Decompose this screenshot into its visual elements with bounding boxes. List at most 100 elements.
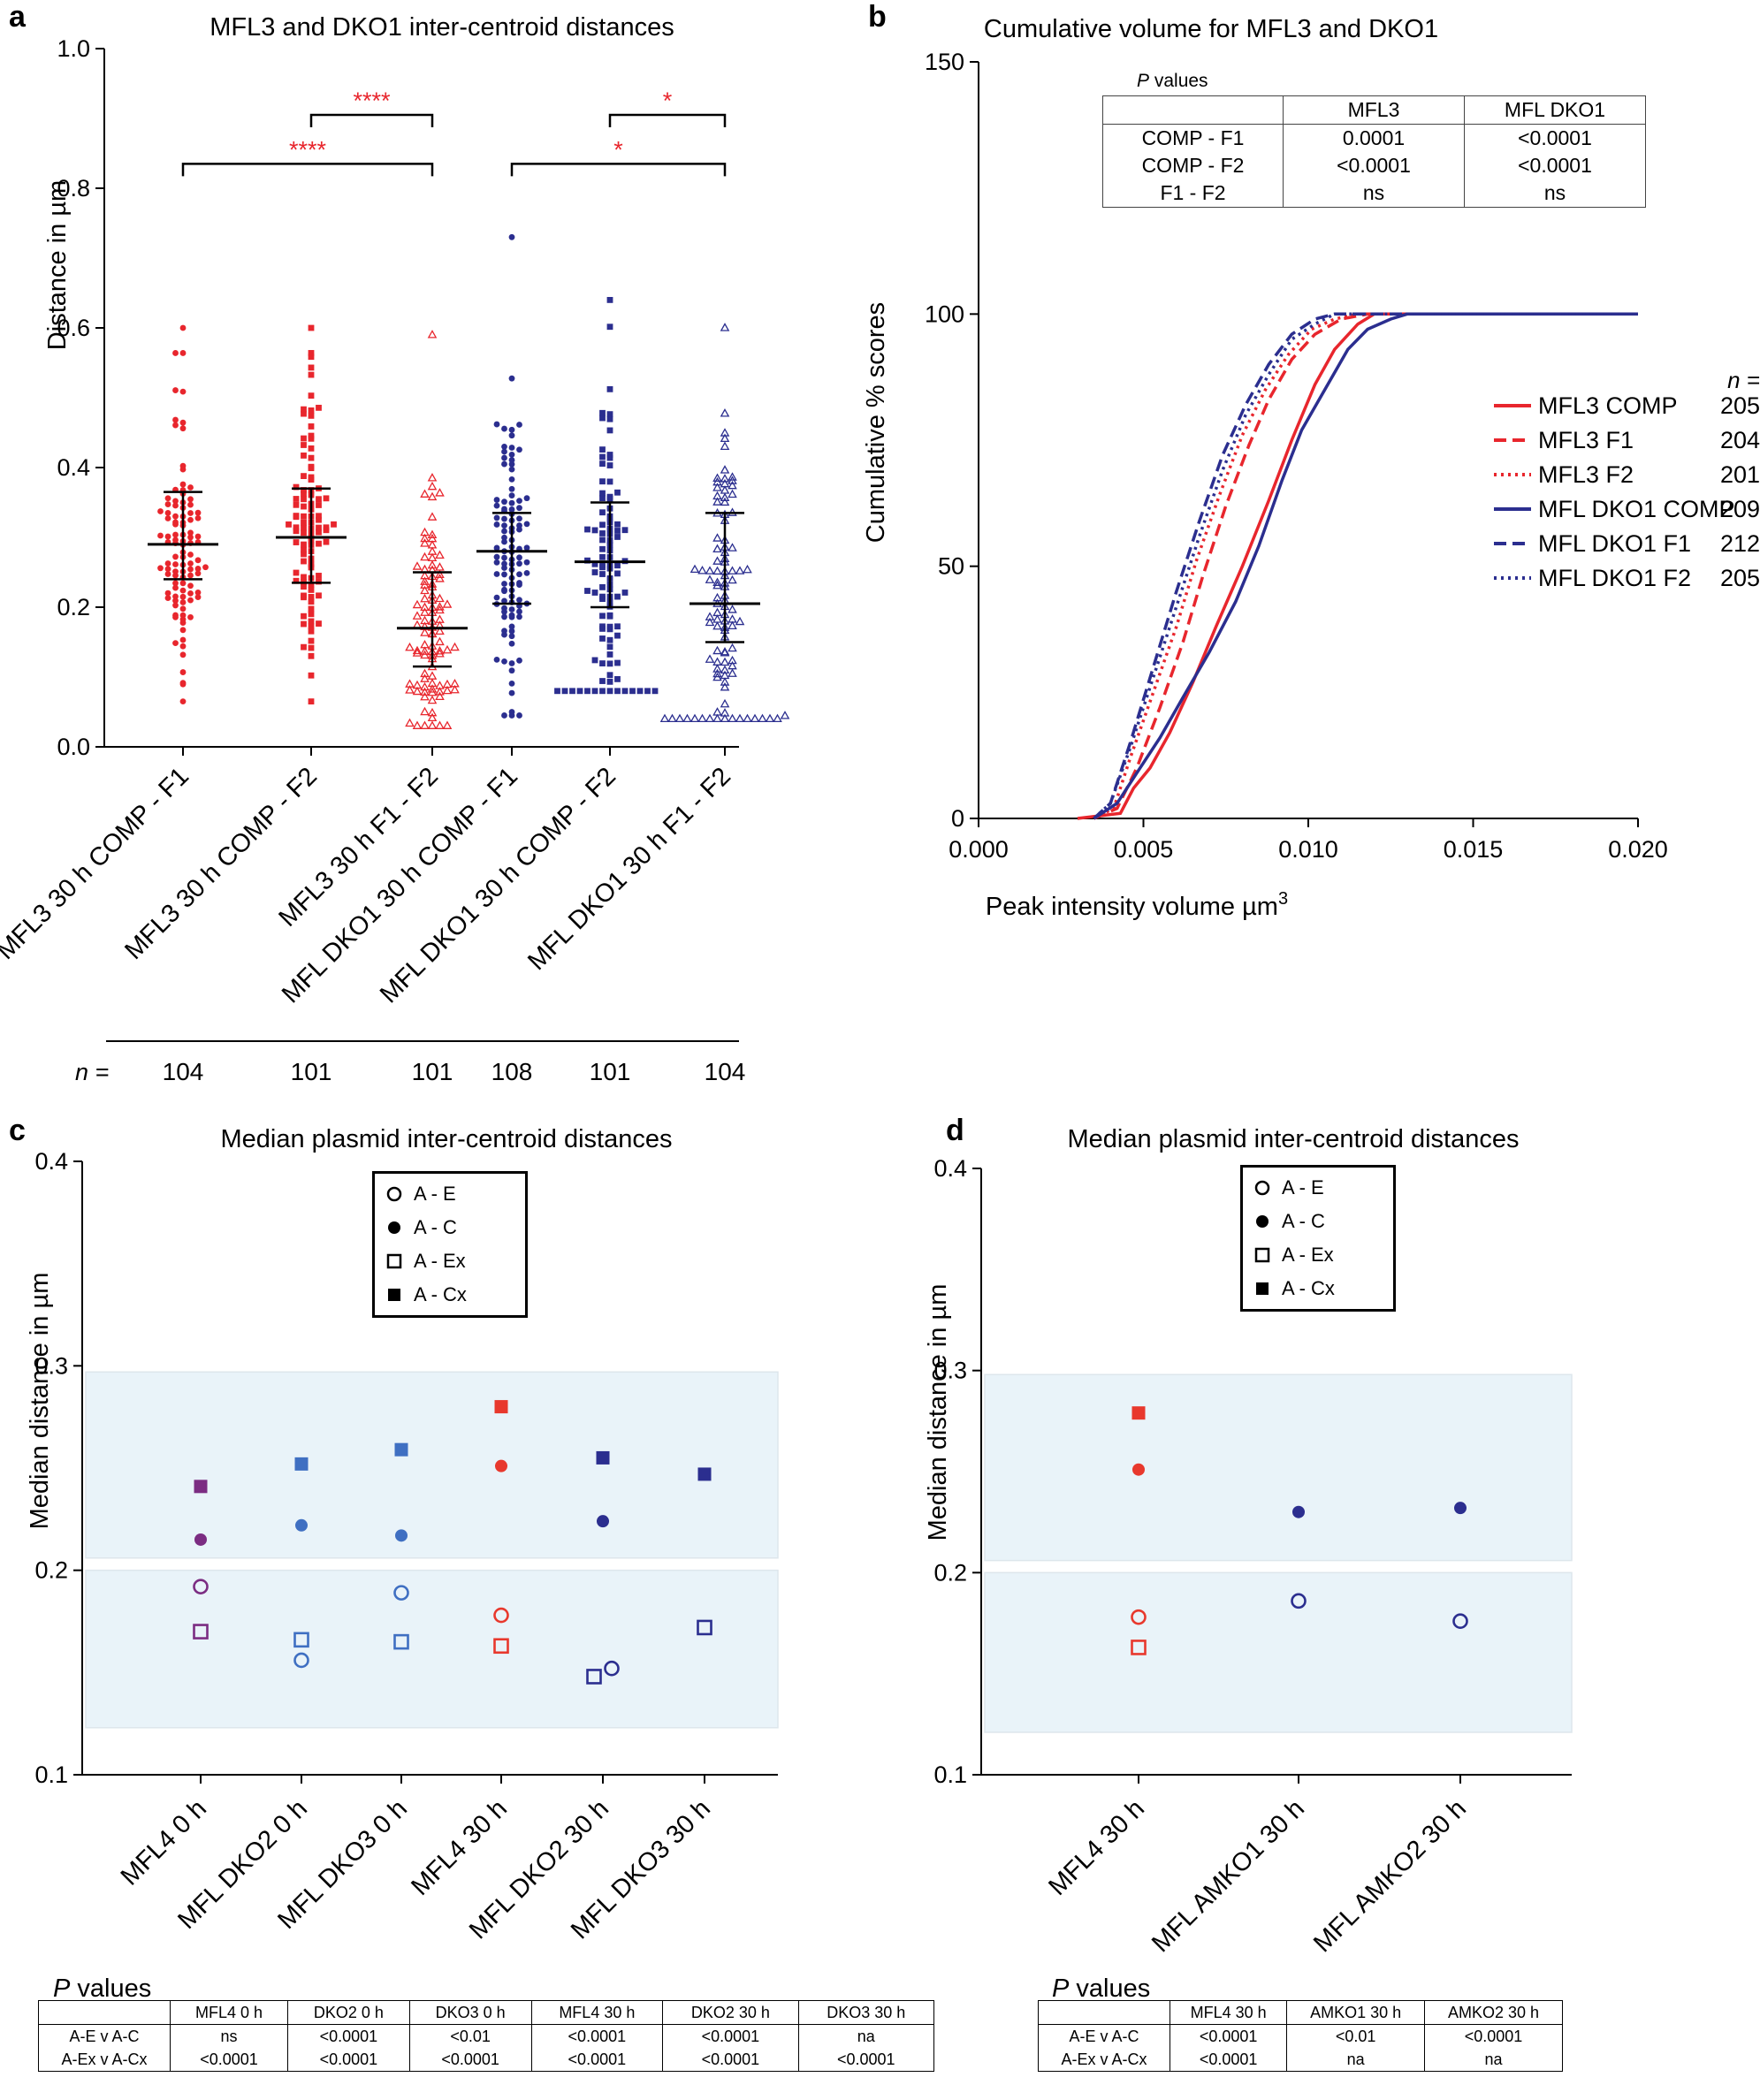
n-value: 101 [291, 1058, 332, 1085]
panel-d-legend: A - E A - C A - Ex A - Cx [1240, 1165, 1396, 1312]
data-point [728, 655, 737, 665]
data-point [442, 720, 453, 729]
data-point [720, 465, 730, 474]
data-point [194, 589, 202, 596]
data-point [187, 534, 194, 541]
data-point [187, 613, 194, 620]
significance-label: * [613, 136, 623, 163]
data-point [606, 385, 613, 392]
cell: <0.0001 [662, 2048, 799, 2072]
data-point [286, 521, 292, 528]
data-point [308, 463, 315, 470]
data-point [179, 388, 187, 395]
data-point [179, 605, 187, 612]
data-point [501, 498, 507, 506]
data-point [179, 587, 187, 594]
legend-n: 205 [1720, 392, 1760, 419]
data-point [172, 502, 179, 509]
data-point [591, 688, 598, 695]
data-point [621, 527, 629, 534]
data-point [516, 597, 522, 604]
data-point [420, 628, 430, 636]
data-point [614, 593, 621, 600]
panel-a-ylabel: Distance in µm [43, 180, 72, 350]
data-point [614, 521, 621, 528]
legend-n: 209 [1720, 496, 1760, 522]
open-circle-icon [1243, 1179, 1282, 1197]
significance-bracket [181, 163, 434, 177]
data-point [493, 553, 500, 560]
data-point [493, 544, 500, 552]
data-point [516, 515, 522, 522]
panel-d-pvalues-title: P values [1052, 1974, 1150, 2003]
data-point [720, 646, 730, 656]
data-point [172, 498, 179, 505]
legend-n: 205 [1720, 565, 1760, 591]
panel-letter-c: c [9, 1114, 26, 1147]
data-point [599, 521, 606, 529]
data-point [523, 559, 530, 566]
col-header: AMKO2 30 h [1424, 2000, 1563, 2025]
data-point [308, 407, 315, 414]
data-point [331, 521, 337, 528]
data-point [501, 425, 507, 432]
n-value: 101 [590, 1058, 631, 1085]
row-label: A-Ex v A-Cx [1038, 2048, 1170, 2072]
filled-square-icon [1243, 1280, 1282, 1297]
data-point [179, 669, 187, 675]
x-tick-label: 0.015 [1444, 836, 1504, 863]
data-point [293, 1632, 309, 1648]
filled-circle-icon [1243, 1213, 1282, 1230]
data-point [728, 480, 737, 490]
data-point [179, 627, 187, 634]
data-point [301, 473, 307, 480]
data-point [614, 623, 621, 630]
data-point [172, 536, 179, 544]
col-header: MFL4 30 h [1169, 2000, 1288, 2025]
data-point [493, 559, 500, 566]
data-point [599, 635, 606, 642]
data-point [516, 498, 522, 504]
data-point [712, 664, 722, 673]
y-tick-label: 0.4 [34, 1148, 68, 1175]
data-point [606, 411, 613, 418]
data-point [420, 673, 430, 682]
data-point [508, 667, 515, 674]
data-point [516, 560, 522, 567]
series-line [1093, 312, 1638, 820]
data-point [735, 566, 745, 574]
data-point [301, 496, 307, 503]
data-point [172, 513, 179, 520]
cell: <0.0001 [797, 2048, 935, 2072]
data-point [412, 648, 423, 657]
data-point [427, 473, 438, 482]
data-point [501, 515, 507, 522]
data-point [606, 452, 613, 458]
cell: <0.0001 [530, 2048, 664, 2072]
cell: <0.01 [408, 2024, 532, 2048]
data-point [179, 593, 187, 600]
data-point [393, 1585, 409, 1601]
data-point [599, 453, 606, 460]
series-line [1093, 312, 1638, 820]
data-point [301, 620, 307, 628]
data-point [599, 688, 606, 695]
x-tick-label: MFL AMKO1 30 h [1147, 1794, 1310, 1958]
data-point [516, 446, 522, 453]
legend-label: MFL DKO1 F1 [1538, 530, 1691, 557]
y-tick-label: 0.2 [34, 1557, 68, 1584]
n-value: 108 [491, 1058, 533, 1085]
data-point [728, 668, 737, 677]
data-point [508, 233, 515, 240]
data-point [508, 689, 515, 696]
data-point [493, 521, 500, 528]
data-point [450, 679, 460, 688]
significance-label: **** [289, 136, 327, 163]
legend-n: 204 [1720, 427, 1760, 453]
data-point [435, 614, 445, 623]
row-label: COMP - F2 [1102, 152, 1284, 179]
legend-n: 201 [1720, 461, 1760, 488]
legend-entry-a-cx: A - Cx [375, 1278, 525, 1312]
data-point [735, 713, 745, 723]
shaded-band [984, 1571, 1573, 1733]
